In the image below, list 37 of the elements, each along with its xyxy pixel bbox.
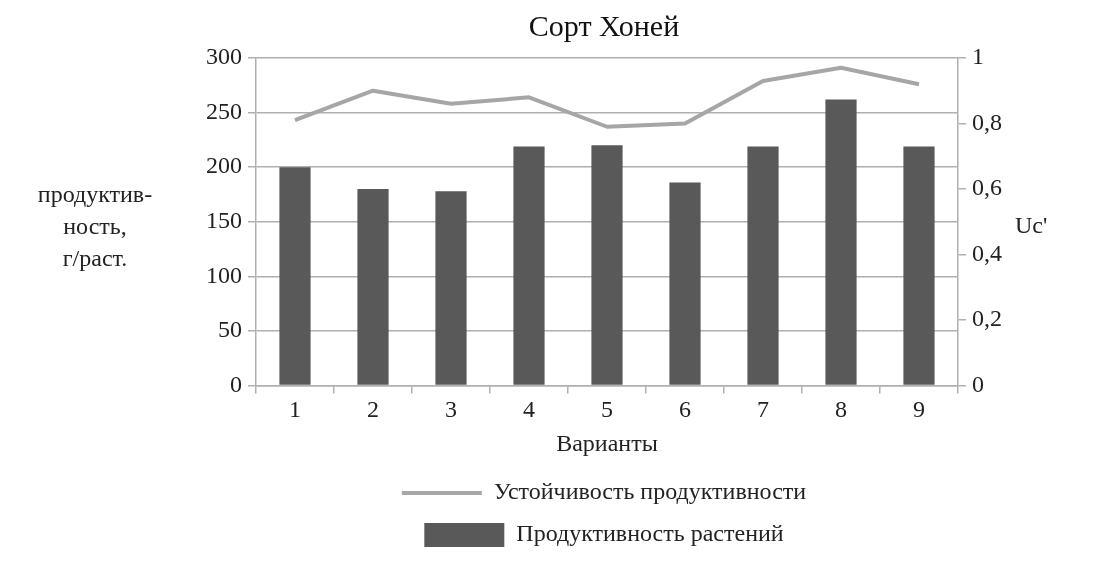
- x-tick-label: 4: [523, 396, 535, 423]
- bar: [747, 146, 779, 385]
- y2-axis-title: Uc': [1015, 212, 1048, 239]
- y2-tick-label: 0: [972, 370, 984, 397]
- legend-label: Устойчивость продуктивности: [493, 478, 807, 505]
- legend-label: Продуктивность растений: [516, 520, 784, 547]
- x-tick-label: 2: [367, 396, 379, 423]
- bar: [357, 188, 389, 385]
- y2-tick-label: 0,4: [972, 239, 1002, 266]
- y2-tick-label: 0,8: [972, 108, 1002, 135]
- y2-tick-label: 0,6: [972, 174, 1002, 201]
- y-tick-label: 50: [218, 316, 242, 343]
- bar: [825, 99, 857, 385]
- bar: [903, 146, 935, 385]
- bar: [279, 167, 311, 385]
- y2-tick-label: 1: [972, 43, 984, 70]
- y-tick-label: 100: [206, 261, 242, 288]
- bar: [435, 191, 467, 385]
- bar: [513, 146, 545, 385]
- x-tick-label: 9: [913, 396, 925, 423]
- bar: [669, 182, 701, 385]
- y-axis-title: продуктив-ность, г/раст.: [36, 180, 154, 273]
- x-axis-title: Варианты: [556, 429, 658, 456]
- y-tick-label: 250: [206, 97, 242, 124]
- y-tick-label: 200: [206, 152, 242, 179]
- x-tick-label: 1: [289, 396, 301, 423]
- x-tick-label: 3: [445, 396, 457, 423]
- x-tick-label: 7: [757, 396, 769, 423]
- y-tick-label: 300: [206, 43, 242, 70]
- y-tick-label: 0: [230, 370, 242, 397]
- x-tick-label: 5: [601, 396, 613, 423]
- x-tick-label: 6: [679, 396, 691, 423]
- chart-title: Сорт Хоней: [528, 8, 680, 42]
- y2-tick-label: 0,2: [972, 305, 1002, 332]
- bar: [591, 145, 623, 385]
- y-tick-label: 150: [206, 207, 242, 233]
- x-tick-label: 8: [835, 396, 847, 423]
